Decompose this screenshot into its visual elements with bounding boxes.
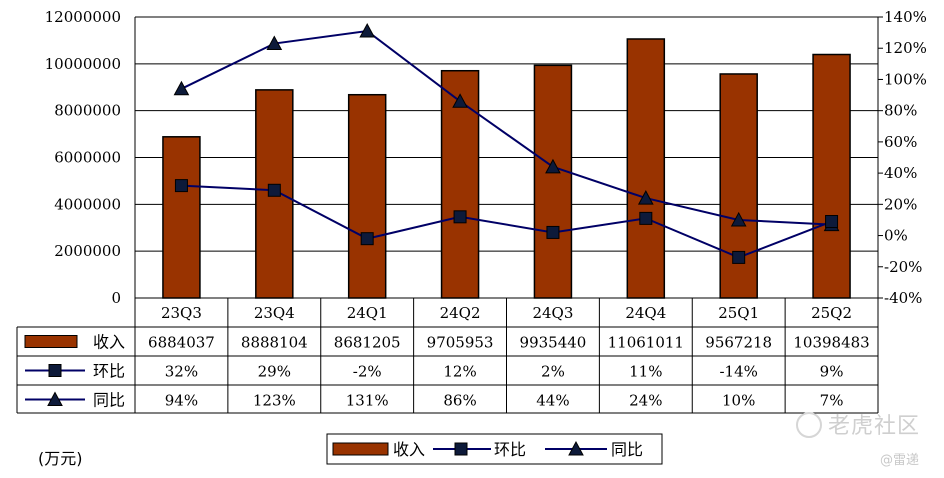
y2-tick-label: 0% bbox=[884, 227, 908, 245]
table-cell: 11061011 bbox=[608, 334, 684, 352]
bar bbox=[440, 69, 480, 299]
mom-point bbox=[267, 183, 281, 197]
y-tick-label: 8000000 bbox=[54, 102, 121, 120]
row-label: 同比 bbox=[93, 391, 125, 410]
y2-tick-label: 40% bbox=[884, 164, 917, 182]
table-cell: 2% bbox=[541, 363, 565, 381]
table-cell: 9% bbox=[820, 363, 844, 381]
table-cell: 24% bbox=[629, 392, 662, 410]
y2-tick-label: -40% bbox=[884, 289, 922, 307]
mom-point bbox=[174, 179, 188, 193]
mom-point bbox=[825, 215, 839, 229]
table-cell: -14% bbox=[719, 363, 757, 381]
y-tick-label: 2000000 bbox=[54, 242, 121, 260]
y2-tick-label: 100% bbox=[884, 70, 927, 88]
table-cell: 32% bbox=[165, 363, 198, 381]
mom-line bbox=[181, 184, 832, 259]
legend-label: 收入 bbox=[393, 440, 425, 459]
row-legend-marker bbox=[48, 364, 62, 377]
watermark-credit: @雷递 bbox=[880, 453, 920, 468]
table-cell: 44% bbox=[536, 392, 569, 410]
y-tick-label: 6000000 bbox=[54, 149, 121, 167]
table-cell: 8888104 bbox=[241, 334, 308, 352]
table-cell: 8681205 bbox=[334, 334, 401, 352]
row-label: 收入 bbox=[93, 333, 125, 352]
x-tick-label: 23Q4 bbox=[254, 304, 295, 322]
table-cell: 9705953 bbox=[427, 334, 494, 352]
bar bbox=[812, 53, 851, 299]
legend-marker-square bbox=[454, 442, 468, 456]
yoy-point bbox=[359, 22, 376, 38]
bar bbox=[162, 136, 201, 299]
legend-label: 环比 bbox=[494, 440, 526, 459]
mom-point bbox=[639, 211, 653, 225]
y-tick-label: 0 bbox=[111, 289, 121, 307]
table-cell: 86% bbox=[443, 392, 476, 410]
table-cell: 10398483 bbox=[793, 334, 869, 352]
yoy-point bbox=[545, 158, 561, 174]
watermark: 老虎社区 bbox=[796, 408, 920, 440]
bar bbox=[533, 64, 573, 299]
mom-point bbox=[453, 210, 467, 224]
yoy-point bbox=[452, 93, 468, 108]
x-tick-label: 25Q2 bbox=[811, 304, 852, 322]
x-tick-label: 25Q1 bbox=[718, 304, 759, 322]
mom-point bbox=[732, 250, 746, 264]
bar bbox=[626, 38, 666, 299]
yoy-point bbox=[730, 211, 747, 227]
table-cell: 94% bbox=[165, 392, 198, 410]
yoy-point bbox=[637, 190, 654, 205]
yoy-line bbox=[180, 30, 832, 226]
y2-tick-label: 140% bbox=[884, 8, 927, 26]
x-tick-label: 24Q3 bbox=[532, 304, 573, 322]
y2-tick-label: -20% bbox=[884, 258, 922, 276]
legend-label: 同比 bbox=[611, 440, 643, 459]
legend-marker-triangle bbox=[568, 440, 584, 456]
tiger-logo-icon bbox=[796, 412, 822, 438]
table-cell: 12% bbox=[443, 363, 476, 381]
y-tick-label: 12000000 bbox=[45, 8, 121, 26]
watermark-text: 老虎社区 bbox=[828, 414, 921, 439]
x-tick-label: 24Q1 bbox=[347, 304, 388, 322]
x-tick-label: 24Q4 bbox=[625, 304, 666, 322]
legend-key-bar bbox=[332, 442, 389, 456]
unit-label: (万元) bbox=[38, 449, 83, 468]
mom-point bbox=[546, 225, 560, 239]
bar bbox=[347, 93, 387, 299]
x-tick-label: 23Q3 bbox=[161, 304, 202, 322]
table-cell: 11% bbox=[629, 363, 662, 381]
table-cell: 9935440 bbox=[520, 334, 587, 352]
table-cell: 123% bbox=[253, 392, 296, 410]
row-label: 环比 bbox=[93, 362, 125, 381]
table-cell: 6884037 bbox=[148, 334, 215, 352]
yoy-point bbox=[266, 35, 283, 51]
table-cell: 29% bbox=[258, 363, 291, 381]
y2-tick-label: 60% bbox=[884, 133, 917, 151]
table-cell: 7% bbox=[820, 392, 844, 410]
table-cell: 10% bbox=[722, 392, 755, 410]
mom-point bbox=[360, 232, 374, 246]
y2-tick-label: 120% bbox=[884, 39, 927, 57]
yoy-point bbox=[173, 80, 190, 96]
y-tick-label: 10000000 bbox=[45, 55, 121, 73]
table-cell: -2% bbox=[353, 363, 382, 381]
table-cell: 131% bbox=[346, 392, 389, 410]
y-tick-label: 4000000 bbox=[54, 195, 121, 213]
y2-tick-label: 80% bbox=[884, 102, 917, 120]
y2-tick-label: 20% bbox=[884, 195, 917, 213]
bar bbox=[719, 73, 758, 299]
table-cell: 9567218 bbox=[705, 334, 772, 352]
row-legend-marker bbox=[47, 391, 63, 406]
x-tick-label: 24Q2 bbox=[440, 304, 481, 322]
row-legend-key bbox=[24, 335, 78, 348]
